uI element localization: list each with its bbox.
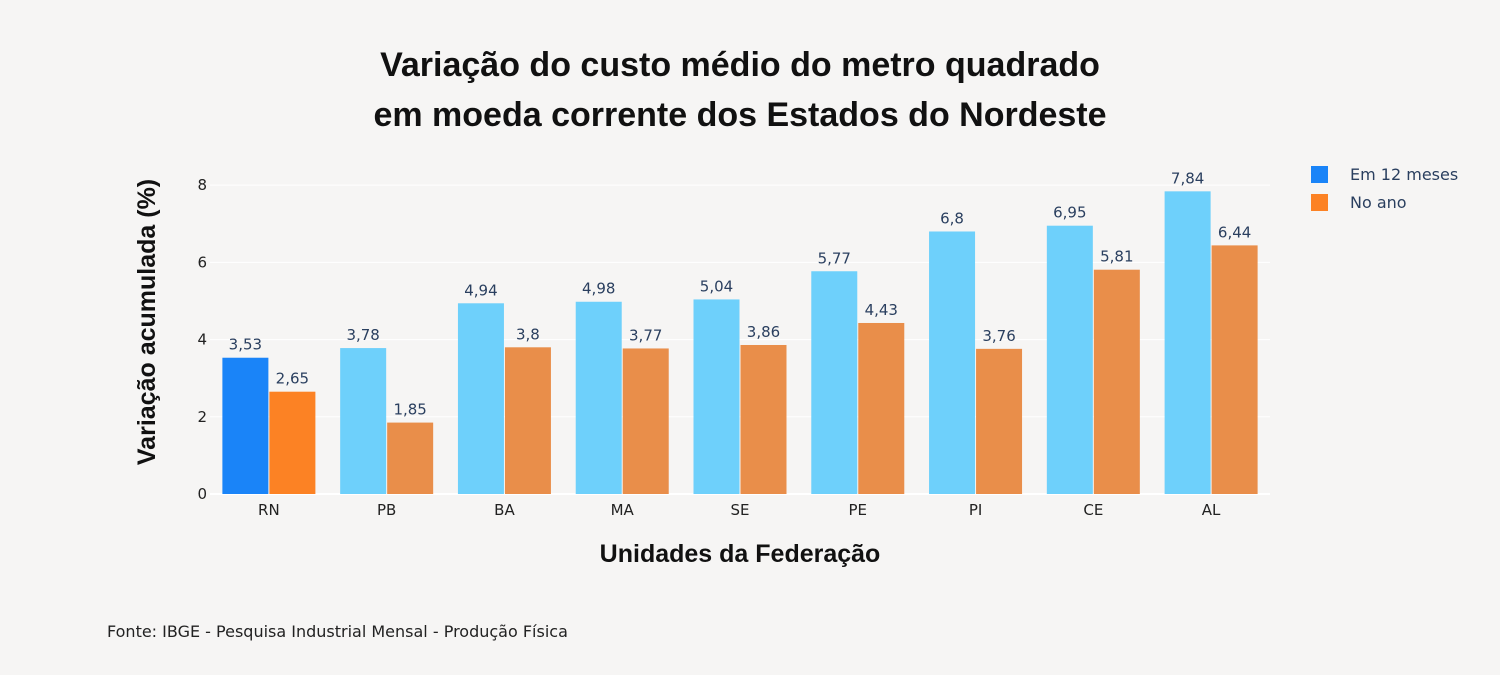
data-label-no-ano-se: 3,86: [747, 323, 780, 341]
legend-swatch-no-ano: [1311, 193, 1328, 211]
data-label-no-ano-ma: 3,77: [629, 326, 662, 344]
x-tick-label-pe: PE: [849, 501, 868, 519]
bar-no-ano-pb[interactable]: [387, 422, 434, 494]
y-tick-label-2: 2: [197, 408, 207, 426]
chart-title-line-1: Variação do custo médio do metro quadrad…: [380, 46, 1100, 84]
y-tick-label-8: 8: [197, 176, 207, 194]
legend-swatch-em-12-meses: [1311, 165, 1328, 183]
data-label-no-ano-rn: 2,65: [276, 370, 309, 388]
legend-item-no-ano[interactable]: No ano: [1311, 188, 1458, 216]
data-label-em-12-meses-pi: 6,8: [940, 209, 964, 227]
data-label-no-ano-pi: 3,76: [982, 327, 1015, 345]
chart-title: Variação do custo médio do metro quadrad…: [0, 40, 1480, 140]
bar-chart: 3,53 2,65 3,78 1,85 4,94 3,8 4,98 3,77 5,04 3,86 5…: [133, 169, 1270, 568]
x-tick-label-pb: PB: [377, 501, 396, 519]
axis-layer: 0 2 4 6 8 RN PB BA MA SE PE PI CE AL: [197, 176, 1221, 519]
x-axis-title: Unidades da Federação: [600, 540, 881, 568]
bar-no-ano-ba[interactable]: [504, 347, 551, 494]
grid-layer: [210, 184, 1270, 495]
legend-label-em-12-meses: Em 12 meses: [1350, 164, 1459, 184]
bar-em-12-meses-ce[interactable]: [1046, 225, 1093, 494]
chart-title-line-2: em moeda corrente dos Estados do Nordest…: [373, 96, 1107, 134]
labels-layer: 3,53 2,65 3,78 1,85 4,94 3,8 4,98 3,77 5,04 3,86 5…: [229, 169, 1252, 418]
bar-em-12-meses-al[interactable]: [1164, 191, 1211, 494]
bar-no-ano-se[interactable]: [740, 344, 787, 494]
bar-em-12-meses-rn[interactable]: [222, 357, 269, 494]
data-label-em-12-meses-ma: 4,98: [582, 280, 615, 298]
legend-label-no-ano: No ano: [1350, 192, 1407, 212]
bar-em-12-meses-ma[interactable]: [575, 301, 622, 494]
data-label-em-12-meses-al: 7,84: [1171, 169, 1204, 187]
x-tick-label-pi: PI: [969, 501, 982, 519]
bars-layer: [222, 191, 1258, 494]
source-note: Fonte: IBGE - Pesquisa Industrial Mensal…: [107, 622, 568, 641]
bar-no-ano-ce[interactable]: [1093, 269, 1140, 494]
bar-em-12-meses-ba[interactable]: [457, 303, 504, 494]
data-label-em-12-meses-ce: 6,95: [1053, 204, 1086, 222]
x-tick-label-ce: CE: [1083, 501, 1103, 519]
x-tick-label-se: SE: [731, 501, 750, 519]
y-tick-label-4: 4: [197, 331, 207, 349]
data-label-no-ano-pb: 1,85: [393, 401, 426, 419]
x-tick-label-ba: BA: [494, 501, 515, 519]
bar-no-ano-ma[interactable]: [622, 348, 669, 494]
data-label-em-12-meses-pe: 5,77: [818, 249, 851, 267]
bar-em-12-meses-pb[interactable]: [340, 348, 387, 494]
data-label-no-ano-pe: 4,43: [865, 301, 898, 319]
x-tick-label-rn: RN: [258, 501, 280, 519]
data-label-em-12-meses-se: 5,04: [700, 277, 733, 295]
x-tick-label-ma: MA: [611, 501, 635, 519]
data-label-no-ano-ce: 5,81: [1100, 248, 1133, 266]
x-tick-label-al: AL: [1202, 501, 1221, 519]
data-label-em-12-meses-ba: 4,94: [464, 281, 497, 299]
bar-no-ano-pe[interactable]: [858, 322, 905, 494]
y-tick-label-0: 0: [197, 485, 207, 503]
bar-em-12-meses-pi[interactable]: [929, 231, 976, 494]
y-tick-label-6: 6: [197, 253, 207, 271]
data-label-no-ano-al: 6,44: [1218, 223, 1251, 241]
y-axis-title: Variação acumulada (%): [133, 179, 161, 465]
legend-item-em-12-meses[interactable]: Em 12 meses: [1311, 160, 1458, 188]
bar-no-ano-al[interactable]: [1211, 245, 1258, 494]
bar-no-ano-pi[interactable]: [976, 348, 1023, 494]
data-label-em-12-meses-pb: 3,78: [346, 326, 379, 344]
legend: Em 12 meses No ano: [1311, 160, 1458, 216]
bar-em-12-meses-se[interactable]: [693, 299, 740, 494]
data-label-em-12-meses-rn: 3,53: [229, 336, 262, 354]
data-label-no-ano-ba: 3,8: [516, 325, 540, 343]
bar-em-12-meses-pe[interactable]: [811, 271, 858, 494]
bar-no-ano-rn[interactable]: [269, 391, 316, 494]
